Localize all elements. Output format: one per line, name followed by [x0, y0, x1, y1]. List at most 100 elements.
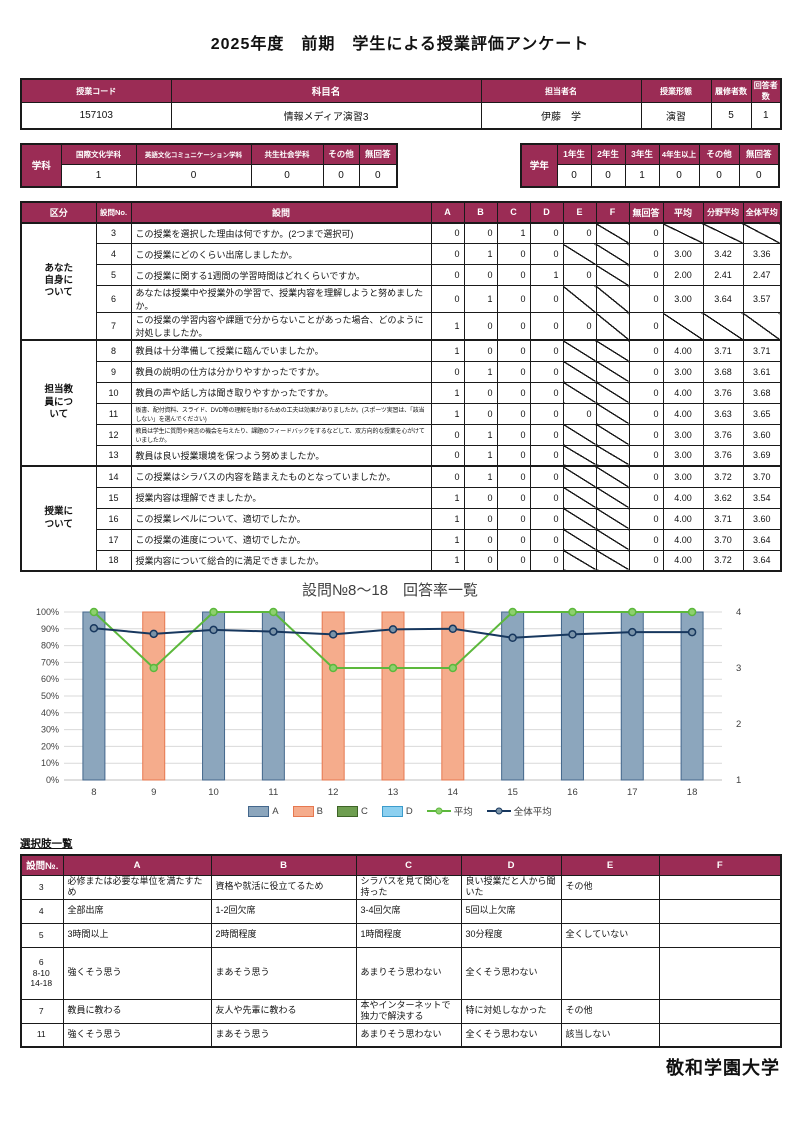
no-response-count: 0	[628, 507, 664, 530]
answer-count: 0	[496, 549, 531, 572]
question-number: 13	[95, 444, 132, 467]
svg-text:4: 4	[736, 607, 741, 618]
choices-row: 7 教員に教わる 友人や先輩に教わる 本やインターネットで 独力で解決する 特に対処しな…	[20, 998, 782, 1024]
answer-count: 0	[562, 312, 597, 341]
course-info-table: 授業コード 科目名 担当者名 授業形態 履修者数 回答者数 157103 情報メディア演習3…	[20, 78, 782, 130]
legend-marker	[495, 807, 503, 815]
mini-table-value: 0	[556, 164, 592, 187]
choices-header: E	[560, 854, 660, 876]
answer-count: 0	[463, 486, 498, 509]
choice-text	[560, 898, 660, 924]
grade-table: 学年 1年生 2年生 3年生 4年生以上 その他 無回答 0 0 1 0 0 0	[520, 142, 780, 188]
course-info-header: 科目名	[170, 78, 482, 103]
category-cell: 授業に ついて	[20, 465, 97, 572]
answer-count: 1	[430, 312, 465, 341]
field-average: 2.41	[702, 264, 744, 286]
mini-table-header: 英語文化コミュニケーション学科	[135, 143, 252, 165]
overall-average: 3.57	[742, 285, 782, 313]
choice-text: その他	[560, 874, 660, 900]
choices-title: 選択肢一覧	[20, 838, 73, 850]
legend-label: C	[360, 805, 368, 817]
university-name: 敬和学園大学	[666, 1058, 780, 1078]
answer-count	[595, 339, 630, 362]
answer-count: 0	[463, 312, 498, 341]
average: 3.00	[662, 465, 704, 488]
choice-text: 30分程度	[460, 922, 562, 948]
svg-text:100%: 100%	[36, 607, 59, 617]
average: 4.00	[662, 528, 704, 551]
field-average: 3.76	[702, 444, 744, 467]
svg-text:50%: 50%	[41, 691, 59, 701]
no-response-count: 0	[628, 549, 664, 572]
mini-table-value: 0	[590, 164, 626, 187]
answer-count: 0	[463, 339, 498, 362]
choices-question-number: 3	[20, 874, 64, 900]
survey-header: F	[595, 201, 630, 223]
mini-table-header: その他	[698, 143, 740, 165]
choices-question-number: 5	[20, 922, 64, 948]
answer-count: 0	[529, 507, 564, 530]
answer-count: 0	[496, 507, 531, 530]
average: 4.00	[662, 507, 704, 530]
field-average: 3.68	[702, 360, 744, 383]
choice-text	[658, 874, 782, 900]
course-info-header: 履修者数	[710, 78, 752, 103]
mini-table-header: 無回答	[358, 143, 398, 165]
field-average: 3.63	[702, 402, 744, 425]
answer-count: 0	[496, 444, 531, 467]
survey-header: 平均	[662, 201, 704, 223]
page-title: 2025年度 前期 学生による授業評価アンケート	[210, 36, 590, 53]
answer-count: 0	[562, 264, 597, 286]
answer-count: 1	[430, 528, 465, 551]
mini-table-value: 1	[60, 164, 137, 187]
question-number: 3	[95, 221, 132, 244]
mini-table-value: 0	[135, 164, 252, 187]
question-number: 18	[95, 549, 132, 572]
answer-count	[595, 221, 630, 244]
svg-text:8: 8	[91, 787, 96, 798]
answer-count: 1	[529, 264, 564, 286]
category-cell: 担当教 員につ いて	[20, 339, 97, 467]
question-number: 16	[95, 507, 132, 530]
mini-table-header: 国際文化学科	[60, 143, 137, 165]
legend-swatch-D	[381, 805, 403, 817]
legend-line-swatch	[426, 807, 451, 815]
choice-text: 良い授業だと人から聞いた	[460, 874, 562, 900]
choices-header: C	[355, 854, 462, 876]
legend-label: D	[405, 805, 413, 817]
survey-table: 区分 設問No. 設問 A B C D E F 無回答 平均 分野平均 全体平均 あなた 自身に ついて…	[20, 200, 782, 572]
answer-count: 0	[529, 465, 564, 488]
no-response-count: 0	[628, 528, 664, 551]
average: 3.00	[662, 360, 704, 383]
legend-item: A	[248, 805, 279, 817]
question-text: 教員は十分準備して授業に臨んでいましたか。	[130, 339, 432, 362]
choices-header: F	[658, 854, 782, 876]
survey-header: C	[496, 201, 531, 223]
average: 4.00	[662, 339, 704, 362]
chart-svg: 設問№8～18 回答率一覧 0% 10% 20% 30% 40% 50% 60% 70% 80% 9…	[36, 582, 741, 798]
answer-count: 0	[496, 423, 531, 446]
course-info-header: 担当者名	[480, 78, 642, 103]
legend-label: B	[316, 805, 323, 817]
survey-row: 7 この授業の学習内容や課題で分からないことがあった場合、どのように対処しましたか…	[21, 312, 782, 341]
field-average: 3.62	[702, 486, 744, 509]
overall-average: 3.61	[742, 360, 782, 383]
legend-item: C	[336, 805, 368, 817]
answer-count	[595, 381, 630, 404]
average: 3.00	[662, 423, 704, 446]
field-average: 3.76	[702, 423, 744, 446]
field-average	[702, 312, 744, 341]
field-average: 3.71	[702, 339, 744, 362]
answer-count	[562, 549, 597, 572]
answer-count: 0	[529, 243, 564, 265]
answer-count: 1	[430, 507, 465, 530]
overall-average: 2.47	[742, 264, 782, 286]
mini-header-row: 学科 国際文化学科 英語文化コミュニケーション学科 共生社会学科 その他 無回答	[20, 143, 398, 187]
question-number: 14	[95, 465, 132, 488]
no-response-count: 0	[628, 423, 664, 446]
question-text: 板書、配付資料、スライド、DVD等の理解を助けるための工夫は効果がありましたか。…	[130, 402, 432, 425]
no-response-count: 0	[628, 486, 664, 509]
svg-text:13: 13	[388, 787, 399, 798]
course-info-header: 授業形態	[640, 78, 712, 103]
category-cell: あなた 自身に ついて	[20, 221, 97, 341]
